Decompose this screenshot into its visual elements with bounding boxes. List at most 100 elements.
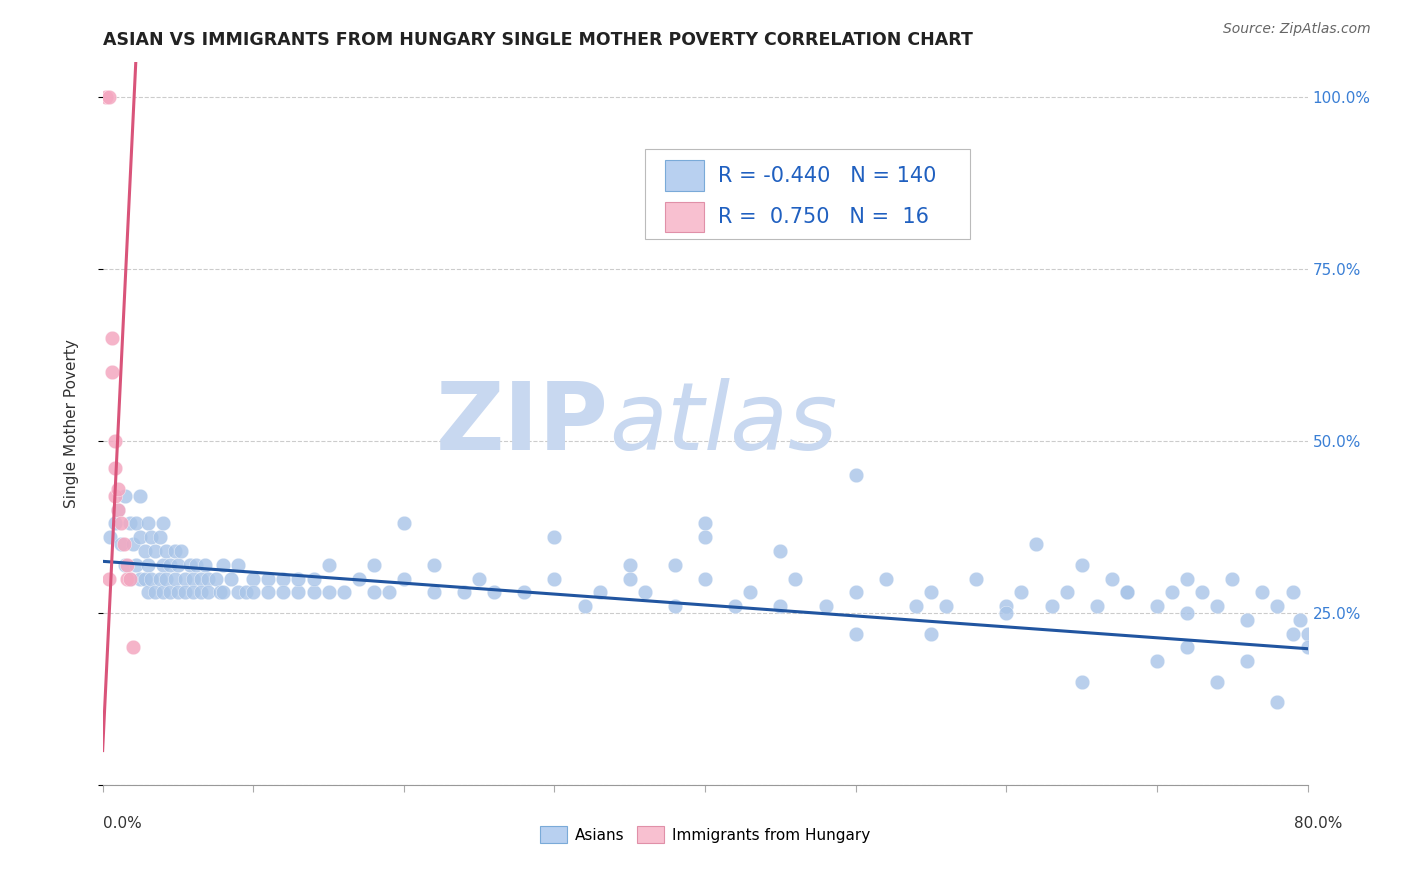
Text: 0.0%: 0.0%: [103, 816, 142, 830]
Point: [920, 626, 942, 640]
Text: atlas: atlas: [609, 378, 837, 469]
Point: [110, 537, 132, 551]
Point: [845, 468, 868, 483]
Point: [107, 482, 129, 496]
Point: [287, 585, 309, 599]
Point: [332, 585, 354, 599]
Point: [209, 585, 232, 599]
Bar: [665, 161, 704, 191]
Point: [212, 585, 235, 599]
Point: [167, 558, 190, 572]
Point: [134, 572, 156, 586]
Point: [1040, 599, 1063, 613]
Point: [619, 572, 641, 586]
Point: [94, 90, 117, 104]
Point: [1289, 613, 1312, 627]
Point: [107, 502, 129, 516]
Point: [163, 572, 186, 586]
Point: [136, 558, 159, 572]
Point: [242, 585, 264, 599]
Point: [1251, 585, 1274, 599]
Point: [136, 516, 159, 531]
Point: [212, 558, 235, 572]
Point: [423, 558, 446, 572]
Point: [1281, 585, 1303, 599]
Point: [1267, 695, 1289, 709]
Point: [104, 461, 127, 475]
Point: [1296, 640, 1319, 655]
Point: [174, 572, 197, 586]
Point: [226, 585, 249, 599]
Point: [1115, 585, 1137, 599]
Point: [484, 585, 506, 599]
Point: [995, 606, 1018, 620]
Point: [318, 558, 340, 572]
Point: [104, 434, 127, 448]
Point: [845, 626, 868, 640]
Point: [935, 599, 957, 613]
Point: [695, 516, 717, 531]
Point: [302, 572, 325, 586]
Point: [129, 530, 152, 544]
Point: [1085, 599, 1108, 613]
Point: [814, 599, 837, 613]
Point: [302, 585, 325, 599]
Point: [159, 558, 181, 572]
Point: [204, 572, 226, 586]
Point: [257, 585, 280, 599]
Point: [163, 544, 186, 558]
Point: [845, 585, 868, 599]
Point: [100, 331, 122, 345]
Point: [155, 544, 177, 558]
Point: [1010, 585, 1032, 599]
Point: [112, 537, 135, 551]
Point: [1267, 599, 1289, 613]
Text: Source: ZipAtlas.com: Source: ZipAtlas.com: [1223, 22, 1371, 37]
Point: [121, 537, 143, 551]
Point: [875, 572, 897, 586]
Point: [378, 585, 401, 599]
Point: [920, 585, 942, 599]
Y-axis label: Single Mother Poverty: Single Mother Poverty: [65, 339, 79, 508]
Point: [619, 558, 641, 572]
Point: [273, 585, 295, 599]
Point: [543, 572, 565, 586]
Point: [1115, 585, 1137, 599]
Point: [155, 572, 177, 586]
Point: [287, 572, 309, 586]
Point: [107, 502, 129, 516]
Point: [118, 516, 141, 531]
Point: [740, 585, 762, 599]
Text: R =  0.750   N =  16: R = 0.750 N = 16: [718, 207, 929, 227]
Point: [664, 558, 686, 572]
Point: [904, 599, 927, 613]
Point: [1056, 585, 1078, 599]
Point: [453, 585, 475, 599]
Point: [110, 516, 132, 531]
Point: [194, 558, 217, 572]
Point: [769, 544, 792, 558]
Point: [197, 572, 219, 586]
Bar: [665, 202, 704, 232]
Point: [1146, 654, 1168, 668]
Point: [1025, 537, 1047, 551]
Point: [167, 585, 190, 599]
Point: [136, 585, 159, 599]
Point: [664, 599, 686, 613]
Point: [159, 585, 181, 599]
Point: [1175, 606, 1198, 620]
Point: [273, 572, 295, 586]
Point: [1236, 654, 1258, 668]
Point: [98, 530, 121, 544]
Point: [1175, 640, 1198, 655]
Text: R = -0.440   N = 140: R = -0.440 N = 140: [718, 166, 936, 186]
Point: [1296, 626, 1319, 640]
Point: [170, 544, 193, 558]
Point: [1206, 599, 1229, 613]
Point: [769, 599, 792, 613]
Point: [152, 585, 174, 599]
Point: [1220, 572, 1243, 586]
Text: ZIP: ZIP: [436, 377, 609, 470]
Point: [724, 599, 747, 613]
Legend: Asians, Immigrants from Hungary: Asians, Immigrants from Hungary: [534, 820, 876, 849]
